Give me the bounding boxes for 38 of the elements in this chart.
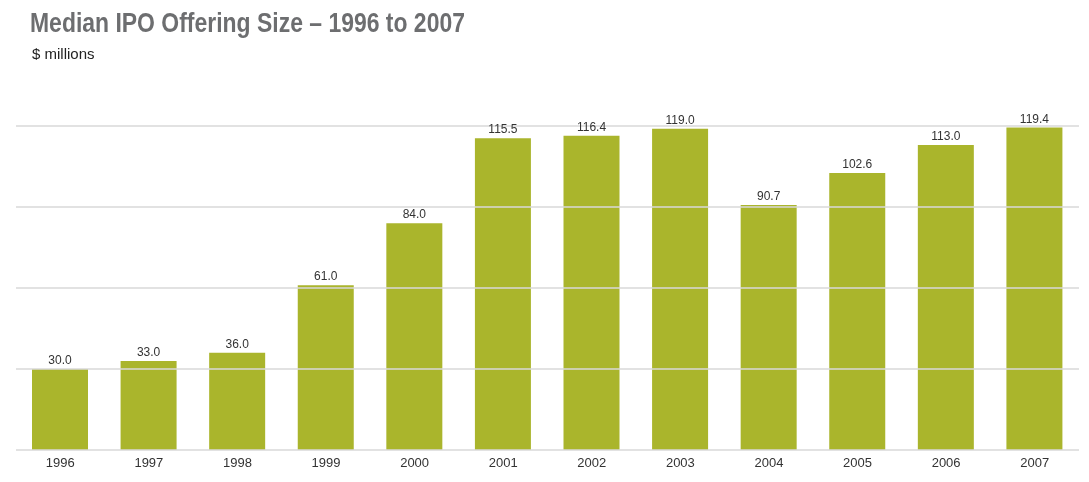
data-label: 61.0 [314, 269, 338, 284]
x-tick-label: 1999 [311, 455, 341, 471]
bar [386, 223, 443, 450]
x-tick-label: 2007 [1020, 455, 1050, 471]
data-label: 36.0 [225, 336, 250, 351]
bar [32, 369, 88, 450]
bar [917, 144, 974, 450]
data-label: 33.0 [136, 344, 161, 359]
data-label: 116.4 [576, 119, 607, 134]
x-tick-label: 2002 [577, 455, 607, 471]
data-label: 30.0 [48, 353, 72, 367]
data-label: 90.7 [756, 189, 781, 204]
bar [563, 135, 620, 450]
bar [829, 172, 886, 450]
data-label: 102.6 [842, 156, 873, 171]
x-tick-label: 1997 [134, 455, 164, 471]
data-label: 115.5 [488, 122, 518, 137]
data-label: 84.0 [402, 207, 427, 222]
bar [120, 360, 177, 450]
bar [474, 138, 531, 450]
bar [740, 205, 797, 450]
x-tick-label: 2005 [843, 455, 872, 471]
data-label: 113.0 [931, 128, 961, 143]
x-tick-label: 2000 [400, 455, 430, 471]
x-tick-label: 2001 [488, 455, 518, 471]
data-label: 119.0 [665, 112, 695, 127]
bar [652, 128, 709, 450]
data-label: 119.4 [1019, 111, 1050, 126]
bar [1006, 127, 1063, 450]
y-axis-title: $ millions [32, 45, 96, 62]
chart-title: Median IPO Offering Size – 1996 to 2007 [30, 8, 466, 39]
x-tick-label: 1998 [223, 455, 252, 471]
bar [209, 352, 266, 450]
x-tick-label: 2006 [931, 455, 961, 471]
x-tick-label: 2004 [754, 455, 784, 471]
x-tick-label: 1996 [45, 455, 75, 471]
bar [297, 285, 354, 450]
x-tick-label: 2003 [665, 455, 695, 471]
